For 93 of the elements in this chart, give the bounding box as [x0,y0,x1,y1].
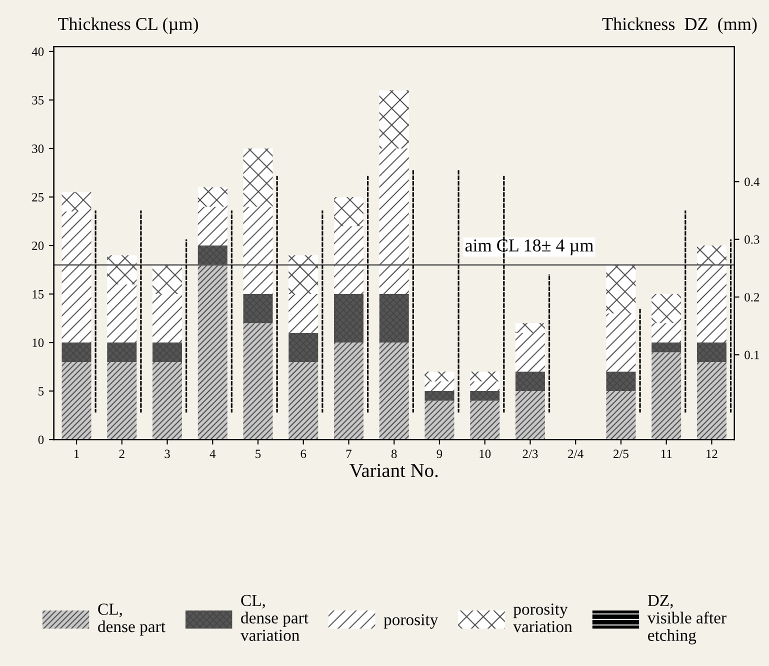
bar [652,342,682,352]
bar [606,372,636,392]
bar [288,362,318,440]
x-tick-label: 6 [300,450,306,458]
legend-label: DZ, visible after etching [647,594,726,644]
bar [696,342,726,362]
bar [62,342,92,362]
ref-line-label: aim CL 18± 4 µm [465,239,594,256]
bar [243,148,273,207]
y2-tick-label: 0.1 [744,350,759,360]
y-tick-label: 10 [32,338,44,347]
bar [334,342,364,440]
x-axis-title: Variant No. [350,464,438,478]
y-tick-label: 20 [32,242,44,250]
bar [424,372,454,382]
x-tick-label: 3 [164,450,170,458]
bar [288,294,318,333]
bar [152,264,182,294]
bar [152,342,182,362]
bar [606,264,636,314]
bar [652,352,682,440]
x-tick-label: 8 [391,450,397,458]
bar [107,342,137,362]
x-tick-label: 12 [706,450,718,458]
bar [62,212,92,343]
x-tick-label: 2/5 [614,450,628,458]
bar [243,294,273,324]
y2-tick-label: 0.2 [744,293,760,302]
bar [606,391,636,440]
bar [107,362,137,440]
bar [470,391,500,401]
bar [379,342,409,440]
y-axis-title: Thickness CL (µm) [58,17,198,34]
x-tick-label: 5 [256,450,261,458]
bar [243,323,273,440]
bar [152,362,182,440]
y2-axis-title: Thickness DZ (mm) [602,17,757,34]
bar [198,246,228,265]
x-tick-label: 2 [119,450,124,458]
bar [470,372,500,382]
bar [107,255,137,284]
bar [334,226,364,294]
y-tick-label: 0 [38,436,44,444]
bar [424,400,454,440]
bar [288,255,318,294]
y-tick-label: 35 [32,96,44,104]
bar [107,284,137,343]
bar [515,323,545,333]
bar [334,294,364,343]
y-tick-label: 30 [32,144,44,153]
y-tick-label: 40 [32,47,44,56]
legend-label: CL, dense part [98,604,166,636]
bar [696,362,726,440]
x-tick-label: 1 [74,450,79,458]
bar [152,294,182,343]
bar [379,90,409,148]
x-tick-label: 11 [661,450,672,458]
y-tick-label: 15 [32,290,44,298]
bar [470,400,500,440]
x-tick-label: 2/4 [568,450,584,458]
bar [696,264,726,343]
bar [62,192,92,212]
bar [515,332,545,372]
x-tick-label: 7 [346,450,352,458]
bar [424,391,454,401]
x-tick-label: 10 [480,450,491,458]
bar [470,381,500,392]
bar [198,206,228,246]
y2-tick-label: 0.3 [744,235,760,244]
bar [515,372,545,392]
x-tick-label: 4 [210,450,216,458]
bar [606,313,636,372]
bar [334,197,364,226]
legend-label: CL, dense part variation [240,594,308,641]
bar [515,391,545,440]
bar [696,246,726,265]
bar [288,332,318,362]
bar [198,187,228,207]
bar [424,381,454,392]
bar [62,362,92,440]
y-tick-label: 5 [38,387,44,396]
y-tick-label: 25 [32,193,44,202]
bar [652,294,682,324]
x-tick-label: 9 [436,450,442,458]
bar [243,206,273,294]
x-tick-label: 2/3 [522,450,538,458]
bar [379,148,409,294]
bar [198,264,228,440]
bar [652,323,682,343]
y2-tick-label: 0.4 [744,178,760,186]
legend-label: porosity [384,614,438,629]
legend-label: porosity variation [513,604,572,632]
bar [379,294,409,343]
